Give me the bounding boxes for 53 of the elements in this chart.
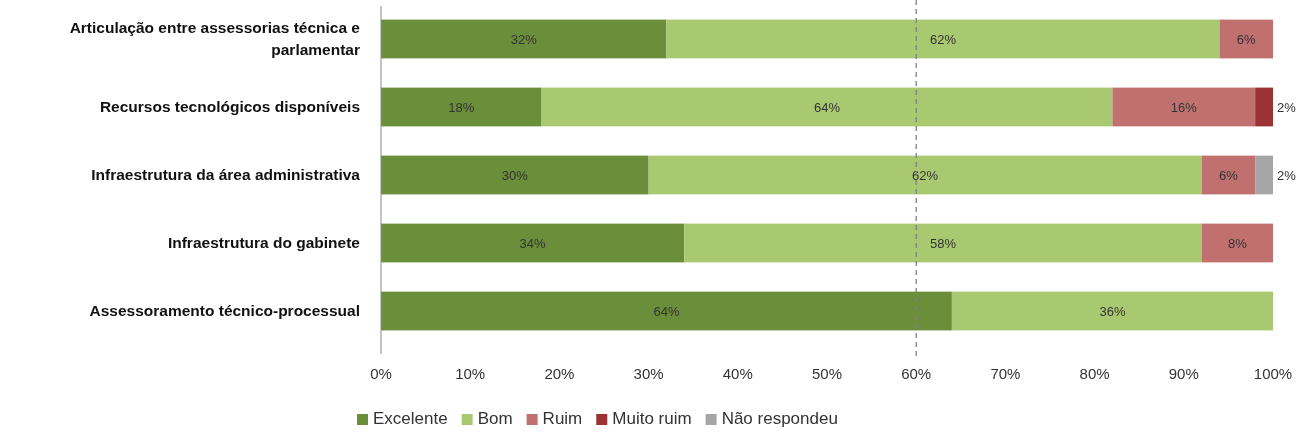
legend-label: Não respondeu <box>721 409 838 428</box>
data-label: 64% <box>813 99 841 115</box>
x-tick-label: 0% <box>370 365 392 382</box>
x-tick-label: 30% <box>633 365 664 382</box>
legend-label: Bom <box>477 409 513 428</box>
x-tick-label: 60% <box>901 365 932 382</box>
bar <box>381 19 667 59</box>
data-label: 2% <box>1277 99 1297 115</box>
bar <box>1219 19 1273 59</box>
y-tick-label: Infraestrutura do gabinete <box>167 234 361 252</box>
bar <box>648 155 1202 195</box>
x-tick-label: 70% <box>990 365 1021 382</box>
x-tick-label: 90% <box>1168 365 1199 382</box>
data-label: 2% <box>1277 167 1297 183</box>
data-label: 16% <box>1170 99 1198 115</box>
bar <box>381 223 685 263</box>
x-tick-label: 20% <box>544 365 575 382</box>
x-tick-label: 100% <box>1253 365 1293 382</box>
legend-label: Ruim <box>542 409 583 428</box>
bar <box>1255 155 1273 195</box>
x-tick-label: 80% <box>1079 365 1110 382</box>
bar <box>541 87 1113 127</box>
bar <box>381 87 542 127</box>
bar <box>951 291 1273 331</box>
legend-label: Muito ruim <box>612 409 692 428</box>
data-label: 30% <box>501 167 529 183</box>
data-label: 6% <box>1219 167 1239 183</box>
x-tick-label: 10% <box>455 365 486 382</box>
bar <box>1201 223 1273 263</box>
data-label: 62% <box>912 167 939 183</box>
data-label: 64% <box>653 303 680 319</box>
bar <box>1201 155 1256 195</box>
x-tick-label: 50% <box>811 365 843 382</box>
data-label: 6% <box>1236 31 1257 47</box>
bar <box>666 19 1220 59</box>
data-label: 36% <box>1099 303 1126 319</box>
data-label: 32% <box>510 31 538 47</box>
y-tick-label: Articulação entre assessorias técnica e parlamentar <box>69 19 361 59</box>
y-tick-label: Recursos tecnológicos disponíveis <box>99 98 360 116</box>
bar <box>381 291 952 331</box>
data-label: 62% <box>929 31 957 47</box>
bar <box>684 223 1202 263</box>
data-label: 58% <box>929 235 957 251</box>
bar <box>1255 87 1273 127</box>
data-label: 18% <box>448 99 475 115</box>
legend-label: Excelente <box>373 409 448 428</box>
data-label: 8% <box>1227 235 1248 251</box>
x-tick-label: 40% <box>722 365 753 382</box>
data-label: 34% <box>519 235 547 251</box>
y-tick-label: Assessoramento técnico-processual <box>89 302 360 320</box>
bar <box>1112 87 1256 127</box>
y-tick-label: Infraestrutura da área administrativa <box>91 166 361 184</box>
bar <box>381 155 649 195</box>
